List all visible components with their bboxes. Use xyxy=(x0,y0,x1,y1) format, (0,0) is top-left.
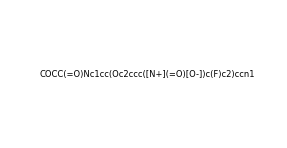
Text: COCC(=O)Nc1cc(Oc2ccc([N+](=O)[O-])c(F)c2)ccn1: COCC(=O)Nc1cc(Oc2ccc([N+](=O)[O-])c(F)c2… xyxy=(39,70,255,79)
